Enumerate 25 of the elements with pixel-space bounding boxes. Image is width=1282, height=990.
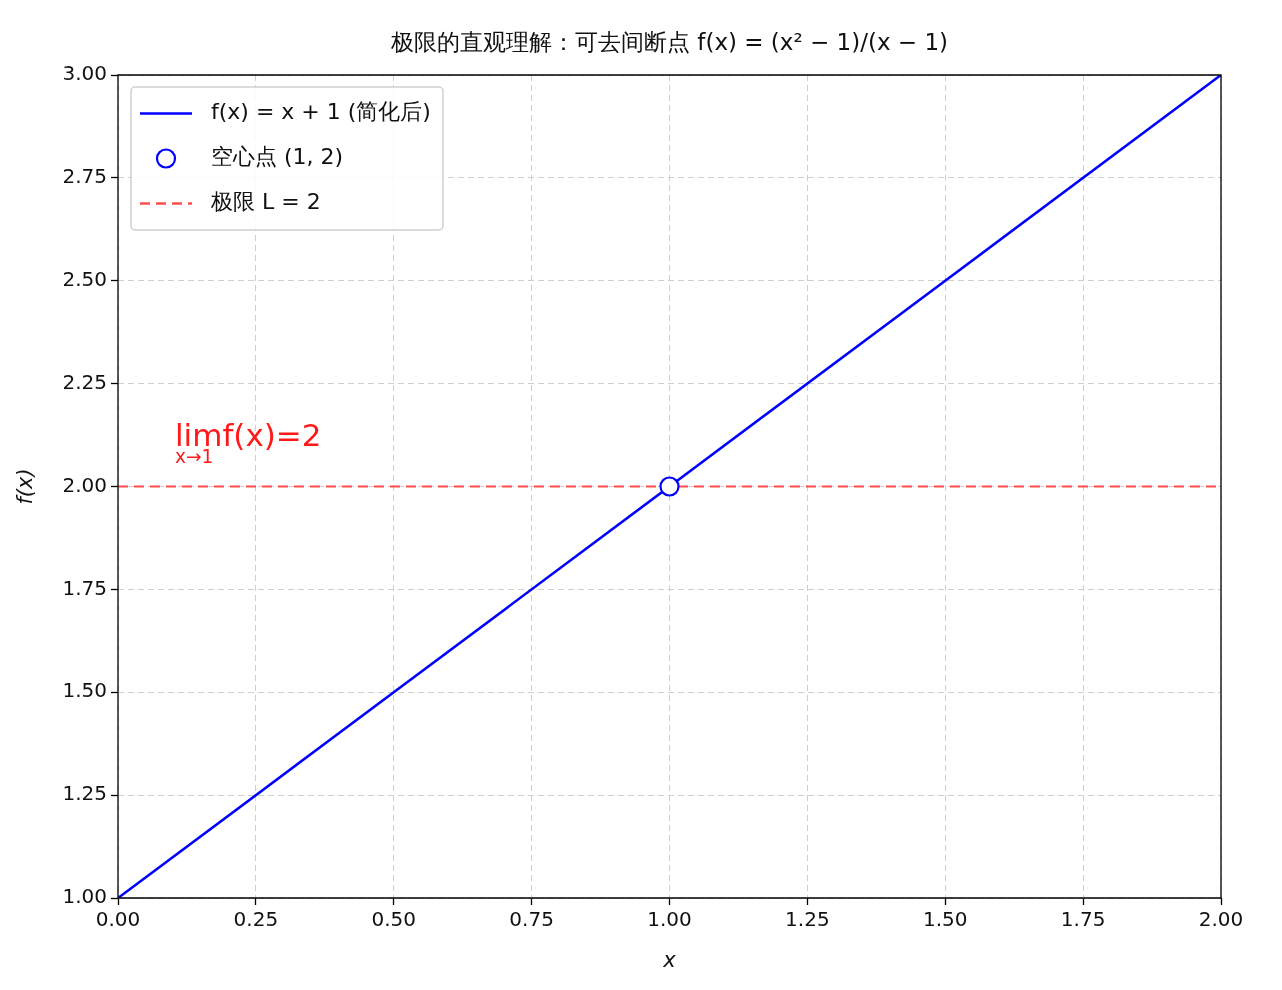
x-tick-label: 0.75 (509, 907, 554, 932)
legend-label: 空心点 (1, 2) (211, 144, 344, 170)
chart-title: 极限的直观理解：可去间断点 f(x) = (x² − 1)/(x − 1) (390, 28, 948, 55)
x-tick-label: 0.25 (233, 907, 279, 932)
annotation: limx→1f(x)=2 (175, 417, 322, 468)
x-tick-label: 1.75 (1060, 907, 1106, 932)
x-tick-label: 1.50 (922, 907, 968, 932)
y-tick-label: 2.25 (62, 369, 107, 394)
y-tick-label: 1.75 (62, 575, 107, 600)
legend-label: 极限 L = 2 (210, 189, 321, 215)
x-tick-label: 1.25 (785, 907, 830, 932)
x-tick-label: 1.00 (647, 907, 692, 932)
y-tick-label: 2.50 (62, 266, 107, 291)
y-tick-label: 1.00 (62, 884, 107, 909)
y-tick-label: 3.00 (62, 61, 107, 86)
x-tick-label: 0.00 (95, 907, 141, 932)
y-tick-label: 2.75 (62, 164, 107, 189)
x-tick-label: 0.50 (371, 907, 417, 932)
x-axis-title: x (662, 947, 677, 972)
x-tick-label: 2.00 (1198, 907, 1244, 932)
y-tick-label: 2.00 (62, 472, 107, 497)
y-tick-label: 1.50 (62, 678, 107, 703)
y-tick-label: 1.25 (62, 781, 107, 806)
y-axis-title: f(x) (13, 468, 38, 505)
legend-label: f(x) = x + 1 (简化后) (211, 99, 431, 125)
